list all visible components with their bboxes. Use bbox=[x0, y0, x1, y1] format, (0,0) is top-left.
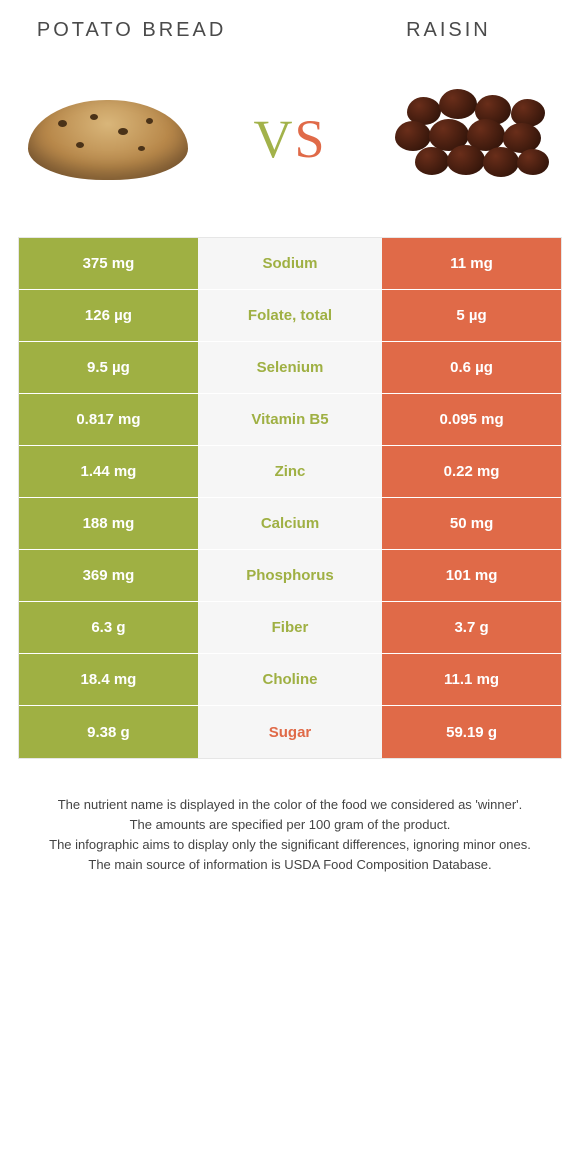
right-value: 5 µg bbox=[382, 290, 561, 341]
left-value: 18.4 mg bbox=[19, 654, 198, 705]
nutrient-label: Fiber bbox=[198, 602, 382, 653]
right-value: 50 mg bbox=[382, 498, 561, 549]
bread-icon bbox=[28, 94, 188, 184]
nutrient-row: 188 mgCalcium50 mg bbox=[19, 498, 561, 550]
left-value: 188 mg bbox=[19, 498, 198, 549]
right-food-title: RAISIN bbox=[343, 18, 554, 43]
left-value: 369 mg bbox=[19, 550, 198, 601]
raisins-icon bbox=[387, 79, 557, 199]
right-value: 0.6 µg bbox=[382, 342, 561, 393]
left-food-image bbox=[18, 64, 198, 214]
vs-v: V bbox=[253, 109, 294, 169]
left-value: 6.3 g bbox=[19, 602, 198, 653]
footer-line: The infographic aims to display only the… bbox=[32, 835, 548, 855]
footer-line: The nutrient name is displayed in the co… bbox=[32, 795, 548, 815]
left-value: 0.817 mg bbox=[19, 394, 198, 445]
left-value: 9.38 g bbox=[19, 706, 198, 758]
nutrient-label: Zinc bbox=[198, 446, 382, 497]
nutrient-label: Sugar bbox=[198, 706, 382, 758]
vs-label: VS bbox=[253, 108, 326, 170]
vs-s: S bbox=[294, 109, 326, 169]
footer-line: The amounts are specified per 100 gram o… bbox=[32, 815, 548, 835]
images-row: VS bbox=[18, 59, 562, 219]
left-value: 126 µg bbox=[19, 290, 198, 341]
nutrient-row: 369 mgPhosphorus101 mg bbox=[19, 550, 561, 602]
right-value: 0.22 mg bbox=[382, 446, 561, 497]
left-value: 375 mg bbox=[19, 238, 198, 289]
right-value: 0.095 mg bbox=[382, 394, 561, 445]
right-value: 59.19 g bbox=[382, 706, 561, 758]
nutrient-row: 18.4 mgCholine11.1 mg bbox=[19, 654, 561, 706]
nutrient-label: Calcium bbox=[198, 498, 382, 549]
nutrient-row: 375 mgSodium11 mg bbox=[19, 238, 561, 290]
right-value: 11 mg bbox=[382, 238, 561, 289]
right-value: 101 mg bbox=[382, 550, 561, 601]
left-value: 9.5 µg bbox=[19, 342, 198, 393]
nutrient-label: Phosphorus bbox=[198, 550, 382, 601]
nutrient-row: 1.44 mgZinc0.22 mg bbox=[19, 446, 561, 498]
left-food-title: POTATO BREAD bbox=[26, 18, 237, 43]
nutrient-label: Choline bbox=[198, 654, 382, 705]
left-value: 1.44 mg bbox=[19, 446, 198, 497]
nutrient-label: Sodium bbox=[198, 238, 382, 289]
nutrient-row: 6.3 gFiber3.7 g bbox=[19, 602, 561, 654]
nutrient-row: 126 µgFolate, total5 µg bbox=[19, 290, 561, 342]
nutrient-table: 375 mgSodium11 mg126 µgFolate, total5 µg… bbox=[18, 237, 562, 759]
header: POTATO BREAD RAISIN bbox=[18, 18, 562, 43]
nutrient-row: 9.5 µgSelenium0.6 µg bbox=[19, 342, 561, 394]
nutrient-label: Vitamin B5 bbox=[198, 394, 382, 445]
nutrient-label: Folate, total bbox=[198, 290, 382, 341]
right-value: 11.1 mg bbox=[382, 654, 561, 705]
footer-line: The main source of information is USDA F… bbox=[32, 855, 548, 875]
nutrient-label: Selenium bbox=[198, 342, 382, 393]
nutrient-row: 0.817 mgVitamin B50.095 mg bbox=[19, 394, 561, 446]
nutrient-row: 9.38 gSugar59.19 g bbox=[19, 706, 561, 758]
footer-notes: The nutrient name is displayed in the co… bbox=[18, 795, 562, 876]
right-food-image bbox=[382, 64, 562, 214]
right-value: 3.7 g bbox=[382, 602, 561, 653]
